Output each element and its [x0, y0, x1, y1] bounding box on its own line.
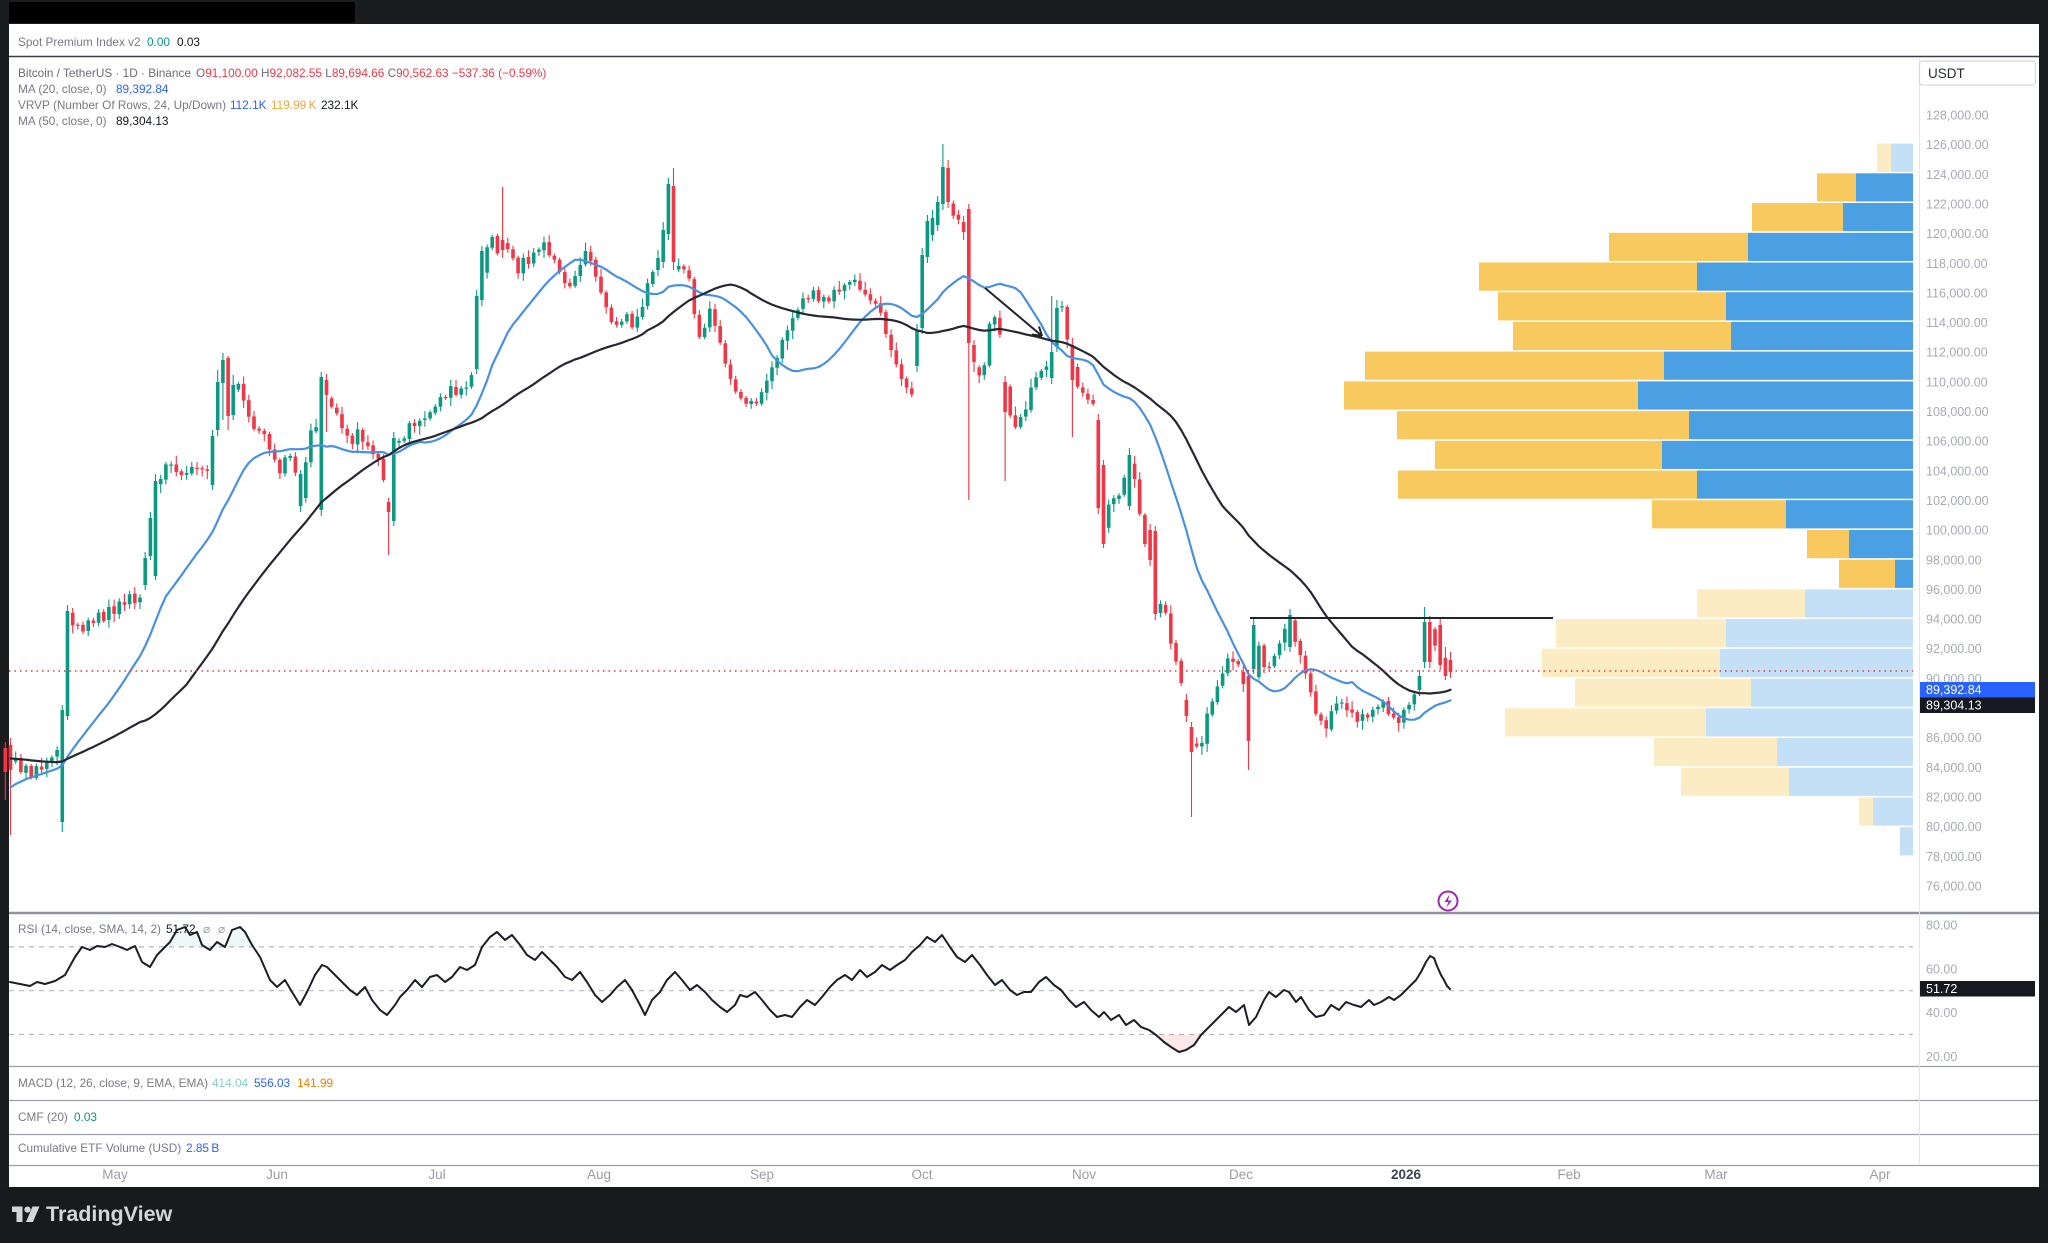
svg-text:Spot Premium Index v2: Spot Premium Index v2	[18, 35, 141, 49]
svg-text:86,000.00: 86,000.00	[1926, 731, 1982, 745]
svg-text:0.03: 0.03	[177, 35, 200, 49]
svg-text:USDT: USDT	[1928, 66, 1965, 81]
svg-text:104,000.00: 104,000.00	[1926, 464, 1989, 478]
svg-text:118,000.00: 118,000.00	[1926, 257, 1988, 271]
svg-text:141.99: 141.99	[297, 1076, 333, 1090]
svg-text:120,000.00: 120,000.00	[1926, 227, 1989, 241]
svg-text:MA (20, close, 0): MA (20, close, 0)	[18, 82, 107, 96]
svg-text:78,000.00: 78,000.00	[1926, 850, 1982, 864]
svg-text:82,000.00: 82,000.00	[1926, 790, 1982, 804]
svg-text:VRVP (Number Of Rows, 24, Up/D: VRVP (Number Of Rows, 24, Up/Down)	[18, 98, 226, 112]
svg-text:108,000.00: 108,000.00	[1926, 405, 1989, 419]
svg-text:MA (50, close, 0): MA (50, close, 0)	[18, 114, 107, 128]
svg-text:Sep: Sep	[750, 1167, 774, 1182]
svg-text:May: May	[102, 1167, 128, 1182]
svg-text:⌀: ⌀	[218, 922, 225, 936]
svg-text:Jul: Jul	[428, 1167, 445, 1182]
svg-text:84,000.00: 84,000.00	[1926, 761, 1982, 775]
svg-text:414.04: 414.04	[212, 1076, 249, 1090]
svg-text:0.03: 0.03	[74, 1110, 97, 1124]
svg-text:89,304.13: 89,304.13	[116, 114, 169, 128]
svg-text:116,000.00: 116,000.00	[1926, 286, 1988, 300]
svg-text:126,000.00: 126,000.00	[1926, 138, 1989, 152]
svg-text:89,392.84: 89,392.84	[1926, 683, 1982, 697]
svg-text:89,304.13: 89,304.13	[1926, 699, 1982, 713]
svg-text:⌀: ⌀	[203, 922, 210, 936]
svg-text:124,000.00: 124,000.00	[1926, 168, 1989, 182]
svg-text:80.00: 80.00	[1926, 919, 1957, 933]
svg-text:RSI (14, close, SMA, 14, 2): RSI (14, close, SMA, 14, 2)	[18, 922, 161, 936]
svg-text:76,000.00: 76,000.00	[1926, 879, 1982, 893]
svg-text:0.00: 0.00	[147, 35, 170, 49]
svg-text:Bitcoin / TetherUS · 1D · Bina: Bitcoin / TetherUS · 1D · Binance	[18, 66, 191, 80]
svg-text:Jun: Jun	[266, 1167, 288, 1182]
svg-text:Nov: Nov	[1072, 1167, 1096, 1182]
svg-text:CMF (20): CMF (20)	[18, 1110, 68, 1124]
svg-text:112,000.00: 112,000.00	[1926, 346, 1988, 360]
svg-text:Aug: Aug	[587, 1167, 611, 1182]
svg-text:89,392.84: 89,392.84	[116, 82, 169, 96]
svg-text:114,000.00: 114,000.00	[1926, 316, 1988, 330]
svg-text:94,000.00: 94,000.00	[1926, 613, 1982, 627]
svg-text:100,000.00: 100,000.00	[1926, 524, 1989, 538]
svg-text:40.00: 40.00	[1926, 1006, 1957, 1020]
svg-text:112.1K: 112.1K	[230, 98, 267, 112]
svg-text:Cumulative ETF Volume (USD): Cumulative ETF Volume (USD)	[18, 1141, 181, 1155]
svg-text:92,000.00: 92,000.00	[1926, 642, 1982, 656]
svg-text:Apr: Apr	[1869, 1167, 1891, 1182]
svg-text:80,000.00: 80,000.00	[1926, 820, 1982, 834]
svg-text:106,000.00: 106,000.00	[1926, 435, 1989, 449]
svg-text:Dec: Dec	[1229, 1167, 1253, 1182]
svg-text:MACD (12, 26, close, 9, EMA, E: MACD (12, 26, close, 9, EMA, EMA)	[18, 1076, 208, 1090]
svg-text:60.00: 60.00	[1926, 962, 1957, 976]
svg-text:102,000.00: 102,000.00	[1926, 494, 1989, 508]
svg-text:110,000.00: 110,000.00	[1926, 375, 1988, 389]
svg-text:20.00: 20.00	[1926, 1050, 1957, 1064]
svg-text:119.99 K: 119.99 K	[271, 98, 317, 112]
svg-text:51.72: 51.72	[1926, 982, 1957, 996]
svg-text:98,000.00: 98,000.00	[1926, 553, 1982, 567]
svg-text:556.03: 556.03	[254, 1076, 291, 1090]
svg-text:232.1K: 232.1K	[321, 98, 359, 112]
svg-text:96,000.00: 96,000.00	[1926, 583, 1982, 597]
svg-text:TradingView: TradingView	[46, 1202, 173, 1226]
svg-text:2026: 2026	[1391, 1167, 1422, 1182]
svg-text:Feb: Feb	[1557, 1167, 1580, 1182]
svg-text:122,000.00: 122,000.00	[1926, 197, 1989, 211]
svg-text:128,000.00: 128,000.00	[1926, 109, 1989, 123]
svg-text:O91,100.00 H92,082.55 L89,69: O91,100.00 H92,082.55 L89,694.66 C90,562…	[196, 66, 546, 80]
svg-text:2.85 B: 2.85 B	[186, 1141, 219, 1155]
svg-text:Mar: Mar	[1704, 1167, 1728, 1182]
svg-text:Oct: Oct	[911, 1167, 932, 1182]
